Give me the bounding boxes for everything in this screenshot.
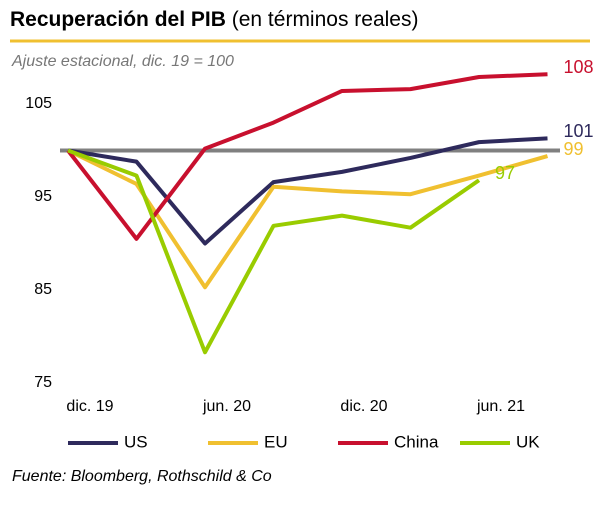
x-tick-label: dic. 20 bbox=[340, 398, 387, 415]
title-main: Recuperación del PIB bbox=[10, 8, 226, 31]
series-line bbox=[67, 148, 481, 355]
legend-label: UK bbox=[516, 432, 540, 451]
source: Fuente: Bloomberg, Rothschild & Co bbox=[12, 468, 272, 485]
chart-title: Recuperación del PIB (en términos reales… bbox=[10, 8, 418, 31]
y-tick-label: 95 bbox=[34, 188, 52, 205]
x-tick-label: jun. 21 bbox=[476, 398, 525, 415]
value-label: 97 bbox=[495, 163, 515, 183]
y-tick-label: 85 bbox=[34, 281, 52, 298]
legend-label: China bbox=[394, 432, 439, 451]
series-line bbox=[66, 72, 548, 241]
value-label: 99 bbox=[564, 139, 584, 159]
legend-label: US bbox=[124, 432, 148, 451]
value-label: 101 bbox=[564, 121, 594, 141]
value-label: 108 bbox=[564, 57, 594, 77]
y-tick-label: 105 bbox=[25, 95, 52, 112]
legend-label: EU bbox=[264, 432, 288, 451]
subtitle: Ajuste estacional, dic. 19 = 100 bbox=[11, 53, 234, 70]
y-tick-label: 75 bbox=[34, 374, 52, 391]
x-tick-label: dic. 19 bbox=[66, 398, 113, 415]
title-note: (en términos reales) bbox=[232, 8, 419, 31]
x-tick-label: jun. 20 bbox=[202, 398, 251, 415]
series-line bbox=[67, 136, 548, 246]
